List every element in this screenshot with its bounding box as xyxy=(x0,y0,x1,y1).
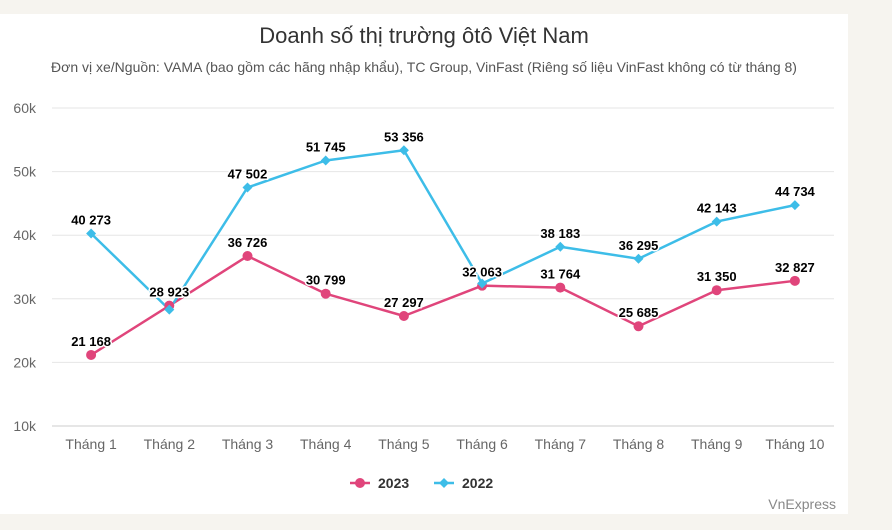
legend-label-2022: 2022 xyxy=(462,475,493,491)
data-label-2022: 38 183 xyxy=(540,226,580,241)
data-label-2022: 42 143 xyxy=(697,201,737,216)
data-point-2023 xyxy=(555,282,566,293)
chart-title: Doanh số thị trường ôtô Việt Nam xyxy=(259,23,589,48)
data-point-2023 xyxy=(633,321,644,332)
y-tick-label: 60k xyxy=(13,100,37,116)
data-point-2022 xyxy=(320,155,331,166)
data-point-2023 xyxy=(711,285,722,296)
data-point-2023 xyxy=(398,310,409,321)
data-point-2022 xyxy=(86,228,97,239)
data-point-2022 xyxy=(242,182,253,193)
data-label-2023: 31 350 xyxy=(697,269,737,284)
data-label-2022: 36 295 xyxy=(619,238,659,253)
data-label-2023: 21 168 xyxy=(71,334,111,349)
data-point-2022 xyxy=(164,304,175,315)
x-tick-label: Tháng 2 xyxy=(144,436,196,452)
data-label-2023: 32 827 xyxy=(775,260,815,275)
x-tick-label: Tháng 4 xyxy=(300,436,352,452)
data-point-2022 xyxy=(633,253,644,264)
data-point-2022 xyxy=(477,278,488,289)
data-point-2022 xyxy=(711,216,722,227)
x-tick-label: Tháng 5 xyxy=(378,436,430,452)
data-point-2022 xyxy=(398,145,409,156)
data-label-2023: 27 297 xyxy=(384,295,424,310)
chart-card xyxy=(0,14,848,514)
data-point-2022 xyxy=(789,200,800,211)
y-tick-label: 30k xyxy=(13,291,37,307)
x-tick-label: Tháng 6 xyxy=(456,436,508,452)
legend-label-2023: 2023 xyxy=(378,475,409,491)
x-tick-label: Tháng 1 xyxy=(65,436,117,452)
y-tick-label: 50k xyxy=(13,164,37,180)
series-line-2023 xyxy=(90,254,796,357)
data-label-2022: 51 745 xyxy=(306,140,346,155)
x-tick-label: Tháng 3 xyxy=(222,436,274,452)
data-label-2023: 30 799 xyxy=(306,273,346,288)
data-point-2023 xyxy=(320,288,331,299)
x-tick-label: Tháng 9 xyxy=(691,436,743,452)
x-tick-label: Tháng 7 xyxy=(535,436,587,452)
data-label-2022: 44 734 xyxy=(775,184,816,199)
data-label-2023: 32 063 xyxy=(462,265,502,280)
y-tick-label: 10k xyxy=(13,418,37,434)
legend-marker-2022 xyxy=(439,478,449,488)
data-label-2022: 53 356 xyxy=(384,129,424,144)
x-tick-label: Tháng 8 xyxy=(613,436,665,452)
legend-marker-2023 xyxy=(355,478,365,488)
data-label-2023: 36 726 xyxy=(228,235,268,250)
data-label-2022: 47 502 xyxy=(228,166,268,181)
chart-subtitle: Đơn vị xe/Nguồn: VAMA (bao gồm các hãng … xyxy=(51,59,797,75)
series-line-2022 xyxy=(90,149,796,311)
data-point-2023 xyxy=(86,349,97,360)
data-label-2023: 31 764 xyxy=(540,267,581,282)
credit-text: VnExpress xyxy=(768,496,836,512)
data-label-2023: 25 685 xyxy=(619,305,659,320)
data-point-2023 xyxy=(242,251,253,262)
data-point-2023 xyxy=(789,275,800,286)
y-tick-label: 20k xyxy=(13,354,37,370)
y-tick-label: 40k xyxy=(13,227,37,243)
data-label-2022: 40 273 xyxy=(71,212,111,227)
data-point-2022 xyxy=(555,241,566,252)
x-tick-label: Tháng 10 xyxy=(765,436,824,452)
data-label-2023: 28 923 xyxy=(149,285,189,300)
